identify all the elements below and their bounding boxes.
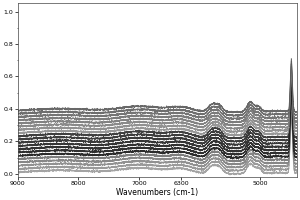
X-axis label: Wavenumbers (cm-1): Wavenumbers (cm-1) xyxy=(116,188,198,197)
